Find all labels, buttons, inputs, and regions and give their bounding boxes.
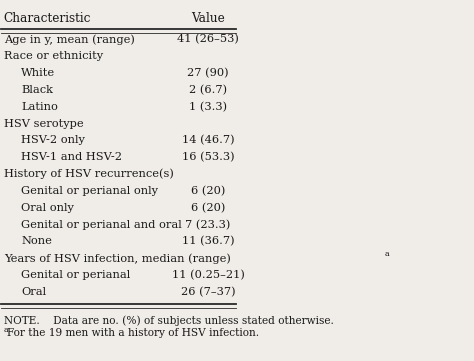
Text: Oral: Oral — [21, 287, 46, 297]
Text: HSV-1 and HSV-2: HSV-1 and HSV-2 — [21, 152, 122, 162]
Text: 11 (36.7): 11 (36.7) — [182, 236, 235, 247]
Text: 7 (23.3): 7 (23.3) — [185, 219, 231, 230]
Text: Genital or perianal only: Genital or perianal only — [21, 186, 158, 196]
Text: 6 (20): 6 (20) — [191, 203, 225, 213]
Text: None: None — [21, 236, 52, 247]
Text: HSV-2 only: HSV-2 only — [21, 135, 85, 145]
Text: Years of HSV infection, median (range): Years of HSV infection, median (range) — [4, 253, 231, 264]
Text: 11 (0.25–21): 11 (0.25–21) — [172, 270, 245, 280]
Text: 14 (46.7): 14 (46.7) — [182, 135, 235, 145]
Text: 41 (26–53): 41 (26–53) — [177, 34, 239, 44]
Text: Oral only: Oral only — [21, 203, 74, 213]
Text: a: a — [4, 326, 9, 334]
Text: Black: Black — [21, 85, 53, 95]
Text: Characteristic: Characteristic — [4, 12, 91, 25]
Text: Latino: Latino — [21, 102, 58, 112]
Text: 26 (7–37): 26 (7–37) — [181, 287, 236, 297]
Text: Genital or perianal and oral: Genital or perianal and oral — [21, 219, 182, 230]
Text: HSV serotype: HSV serotype — [4, 118, 83, 129]
Text: NOTE.    Data are no. (%) of subjects unless stated otherwise.: NOTE. Data are no. (%) of subjects unles… — [4, 315, 334, 326]
Text: a: a — [384, 249, 389, 258]
Text: 16 (53.3): 16 (53.3) — [182, 152, 235, 162]
Text: 2 (6.7): 2 (6.7) — [189, 85, 227, 95]
Text: Genital or perianal: Genital or perianal — [21, 270, 131, 280]
Text: White: White — [21, 68, 55, 78]
Text: For the 19 men with a history of HSV infection.: For the 19 men with a history of HSV inf… — [7, 328, 259, 338]
Text: History of HSV recurrence(s): History of HSV recurrence(s) — [4, 169, 173, 179]
Text: Age in y, mean (range): Age in y, mean (range) — [4, 34, 135, 45]
Text: Race or ethnicity: Race or ethnicity — [4, 51, 103, 61]
Text: 6 (20): 6 (20) — [191, 186, 225, 196]
Text: 1 (3.3): 1 (3.3) — [189, 101, 227, 112]
Text: Value: Value — [191, 12, 225, 25]
Text: 27 (90): 27 (90) — [187, 68, 229, 78]
